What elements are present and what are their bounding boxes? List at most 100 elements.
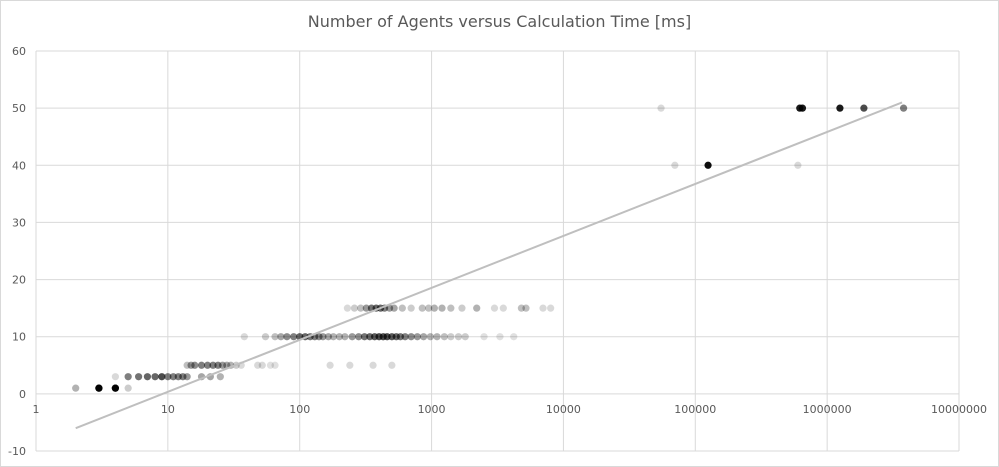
data-point (197, 361, 206, 369)
data-point (899, 104, 908, 112)
data-point (480, 333, 488, 341)
data-point (216, 373, 224, 381)
data-point (324, 333, 332, 341)
data-point (418, 304, 426, 312)
y-tick-label: 50 (12, 102, 26, 115)
data-point (433, 333, 441, 341)
data-point (360, 333, 369, 341)
data-point (143, 373, 152, 381)
data-point (369, 361, 377, 369)
data-point (440, 333, 448, 341)
data-point (135, 373, 143, 381)
data-point (398, 304, 406, 312)
data-point (671, 161, 679, 169)
x-tick-label: 100 (289, 403, 310, 416)
data-point (240, 333, 248, 341)
data-point (499, 304, 507, 312)
data-point (447, 333, 455, 341)
data-point (315, 333, 323, 341)
data-point (218, 361, 227, 369)
data-point (357, 304, 365, 312)
data-point (341, 333, 349, 341)
data-point (390, 304, 398, 312)
data-point (490, 304, 499, 312)
data-point (203, 361, 212, 369)
data-point (438, 304, 446, 312)
data-point (326, 361, 334, 369)
data-point (385, 304, 394, 312)
data-point (346, 361, 354, 369)
x-tick-label: 1 (33, 403, 40, 416)
data-point (277, 333, 285, 341)
data-point (539, 304, 547, 312)
data-point (704, 161, 712, 169)
data-point (362, 304, 370, 312)
data-point (261, 333, 270, 341)
data-point (407, 304, 415, 312)
data-point (461, 333, 469, 341)
y-axis-tick-labels: -10 0 10 20 30 40 50 60 (8, 45, 26, 458)
data-point (335, 333, 344, 341)
data-point (187, 361, 195, 369)
data-point (517, 304, 525, 312)
trendline-path (75, 101, 903, 430)
data-point (657, 104, 665, 112)
data-point (254, 361, 262, 369)
data-point (266, 361, 275, 369)
data-point (454, 333, 463, 341)
data-point (425, 304, 433, 312)
data-point (164, 373, 172, 381)
data-point (271, 361, 279, 369)
data-point (430, 304, 438, 312)
x-tick-label: 10000000 (931, 403, 987, 416)
data-point (290, 333, 298, 341)
x-axis-tick-labels: 1 10 100 1000 10000 100000 1000000 10000000 (33, 403, 988, 416)
data-point (413, 333, 421, 341)
data-point (183, 361, 191, 369)
x-tick-label: 1000000 (803, 403, 852, 416)
y-tick-label: 0 (19, 388, 26, 401)
data-point (111, 384, 119, 392)
data-point (798, 104, 807, 112)
data-point (151, 373, 159, 381)
data-point (271, 333, 279, 341)
data-point (496, 333, 504, 341)
data-point (283, 333, 291, 341)
data-point (124, 373, 132, 381)
data-point (401, 333, 409, 341)
data-point (329, 333, 337, 341)
y-tick-label: 10 (12, 331, 26, 344)
data-point (547, 304, 555, 312)
x-tick-label: 1000 (418, 403, 446, 416)
data-point (522, 304, 530, 312)
data-point (355, 333, 363, 341)
x-tick-label: 10 (161, 403, 175, 416)
y-tick-label: 30 (12, 216, 26, 229)
data-point (258, 361, 266, 369)
data-point (860, 104, 868, 112)
gridlines (35, 50, 960, 452)
data-point (350, 304, 359, 312)
data-point (836, 104, 844, 112)
data-point (72, 384, 80, 392)
data-point (447, 304, 455, 312)
y-tick-label: 40 (12, 159, 26, 172)
y-tick-label: 20 (12, 274, 26, 287)
x-tick-label: 100000 (674, 403, 716, 416)
trendline (75, 101, 903, 430)
data-point (388, 361, 396, 369)
data-point (794, 161, 802, 169)
data-point (191, 361, 199, 369)
data-point (319, 333, 327, 341)
chart-title: Number of Agents versus Calculation Time… (307, 12, 692, 31)
data-point (510, 333, 518, 341)
x-tick-label: 10000 (546, 403, 581, 416)
data-point (214, 361, 222, 369)
data-point (426, 333, 435, 341)
data-point (458, 304, 466, 312)
y-tick-label: -10 (8, 445, 26, 458)
data-point (348, 333, 356, 341)
data-point (419, 333, 428, 341)
